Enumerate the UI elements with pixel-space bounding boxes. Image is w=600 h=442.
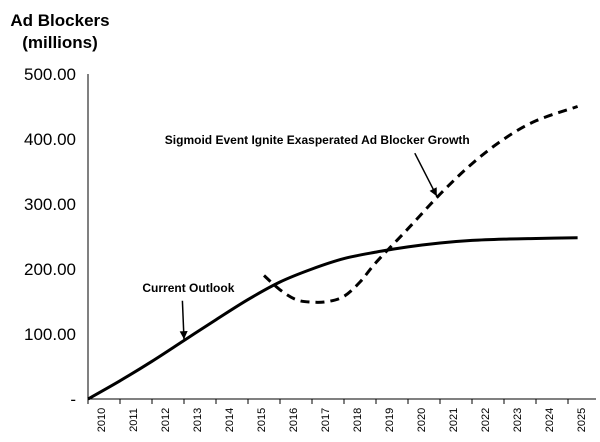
x-tick-label: 2010 bbox=[96, 408, 108, 432]
y-axis-title-line-1: Ad Blockers bbox=[10, 11, 109, 30]
y-tick-label: 400.00 bbox=[24, 130, 76, 149]
x-tick-label: 2017 bbox=[320, 408, 332, 432]
y-tick-label: 100.00 bbox=[24, 325, 76, 344]
y-tick-label: - bbox=[70, 390, 76, 409]
x-tick-label: 2024 bbox=[544, 408, 556, 432]
annotation-arrowhead bbox=[429, 187, 437, 197]
y-tick-label: 500.00 bbox=[24, 65, 76, 84]
y-tick-labels: - 100.00 200.00 300.00 400.00 500.00 bbox=[24, 65, 76, 409]
x-tick-label: 2016 bbox=[288, 408, 300, 432]
x-tick-label: 2018 bbox=[352, 408, 364, 432]
x-tick-label: 2015 bbox=[256, 408, 268, 432]
x-tick-label: 2025 bbox=[576, 408, 588, 432]
x-tick-labels: 2010 2011 2012 2013 2014 2015 2016 2017 2018 2019… bbox=[87, 399, 588, 432]
y-axis-title-line-2: (millions) bbox=[22, 33, 98, 52]
x-tick-label: 2012 bbox=[160, 408, 172, 432]
x-tick-label: 2013 bbox=[192, 408, 204, 432]
y-tick-label: 200.00 bbox=[24, 260, 76, 279]
annotations: Current Outlook Sigmoid Event Ignite Exas… bbox=[142, 133, 470, 340]
annotation-arrow-line bbox=[414, 152, 438, 197]
x-tick-label: 2019 bbox=[384, 408, 396, 432]
x-tick-label: 2011 bbox=[128, 408, 140, 432]
y-axis-title: Ad Blockers (millions) bbox=[10, 11, 109, 52]
x-tick-label: 2022 bbox=[480, 408, 492, 432]
y-tick-label: 300.00 bbox=[24, 195, 76, 214]
annotation-arrowhead bbox=[179, 331, 188, 340]
current-outlook-label: Current Outlook bbox=[142, 281, 234, 295]
sigmoid-event-line bbox=[262, 105, 579, 304]
sigmoid-event-label: Sigmoid Event Ignite Exasperated Ad Bloc… bbox=[165, 133, 470, 147]
series-lines bbox=[87, 105, 579, 401]
current-outlook-line bbox=[87, 236, 578, 401]
x-tick-label: 2020 bbox=[416, 408, 428, 432]
x-tick-label: 2023 bbox=[512, 408, 524, 432]
x-tick-label: 2021 bbox=[448, 408, 460, 432]
x-tick-label: 2014 bbox=[224, 408, 236, 432]
